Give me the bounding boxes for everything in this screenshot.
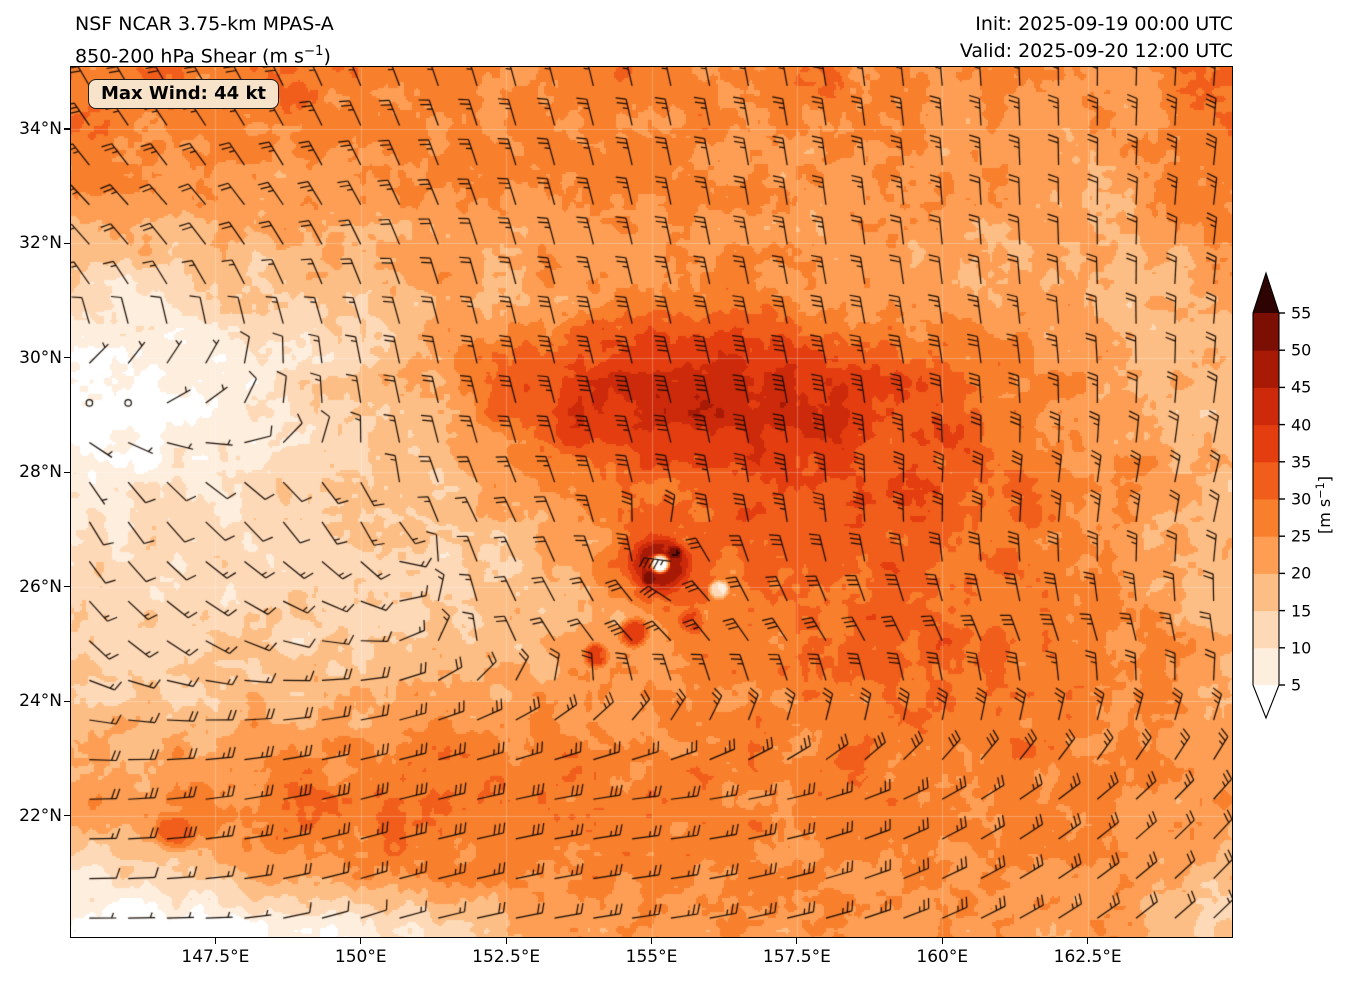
colorbar-segment: [1253, 424, 1279, 463]
colorbar-segment: [1253, 387, 1279, 426]
x-tick-label: 152.5°E: [472, 947, 541, 967]
colorbar-segment: [1253, 610, 1279, 649]
y-tick-label: 26°N: [19, 576, 62, 597]
chart-title: NSF NCAR 3.75-km MPAS-A 850-200 hPa Shea…: [75, 11, 334, 70]
y-tick-label: 34°N: [19, 118, 62, 139]
colorbar-tick-label: 50: [1291, 340, 1312, 360]
x-tick-label: 160°E: [916, 947, 969, 967]
y-tickmark: [64, 128, 70, 130]
y-tick-label: 32°N: [19, 233, 62, 254]
y-tickmark: [64, 700, 70, 702]
model-times: Init: 2025-09-19 00:00 UTC Valid: 2025-0…: [960, 11, 1233, 65]
colorbar-tick-label: 35: [1291, 452, 1312, 472]
x-tick-label: 147.5°E: [181, 947, 250, 967]
y-tick-label: 28°N: [19, 462, 62, 483]
colorbar-over-arrow: [1253, 273, 1279, 313]
x-tickmark: [360, 938, 362, 944]
y-tick-label: 22°N: [19, 805, 62, 826]
x-tick-label: 155°E: [625, 947, 678, 967]
colorbar-tick-label: 20: [1291, 563, 1312, 583]
colorbar-tick-label: 10: [1291, 638, 1312, 658]
title-line-1: NSF NCAR 3.75-km MPAS-A: [75, 13, 334, 35]
colorbar-tick-label: 45: [1291, 377, 1312, 397]
y-tick-label: 30°N: [19, 347, 62, 368]
colorbar-tick-label: 55: [1291, 303, 1312, 323]
colorbar-segment: [1253, 573, 1279, 612]
x-tickmark: [505, 938, 507, 944]
colorbar-segment: [1253, 350, 1279, 388]
colorbar-segment: [1253, 461, 1279, 500]
x-tickmark: [650, 938, 653, 944]
x-tick-label: 157.5°E: [762, 947, 831, 967]
init-time: Init: 2025-09-19 00:00 UTC: [975, 13, 1233, 35]
x-tick-label: 150°E: [334, 947, 387, 967]
colorbar-under-arrow: [1253, 685, 1279, 718]
max-wind-badge: Max Wind: 44 kt: [88, 79, 280, 109]
x-tickmark: [941, 938, 943, 944]
colorbar-segment: [1253, 313, 1279, 351]
colorbar-tick-label: 40: [1291, 415, 1312, 435]
colorbar-tick-label: 30: [1291, 489, 1312, 509]
y-tickmark: [64, 814, 70, 817]
colorbar-tick-label: 5: [1291, 675, 1302, 695]
colorbar-tick-label: 25: [1291, 526, 1312, 546]
colorbar-axis-label: [m s−1]: [1313, 476, 1335, 534]
colorbar-segment: [1253, 499, 1279, 537]
valid-time: Valid: 2025-09-20 12:00 UTC: [959, 40, 1233, 62]
y-tick-label: 24°N: [19, 691, 62, 712]
y-tickmark: [64, 586, 70, 588]
y-tickmark: [64, 242, 70, 244]
x-tick-label: 162.5°E: [1053, 947, 1122, 967]
shear-field-canvas: [70, 66, 1233, 938]
x-tickmark: [1087, 938, 1089, 944]
y-tickmark: [64, 471, 70, 473]
y-tickmark: [64, 357, 70, 359]
x-tickmark: [796, 938, 798, 944]
x-tickmark: [214, 938, 216, 944]
colorbar-tick-label: 15: [1291, 601, 1312, 621]
title-line-2: 850-200 hPa Shear (m s−1): [75, 44, 331, 68]
colorbar-segment: [1253, 536, 1279, 574]
colorbar-segment: [1253, 647, 1279, 686]
